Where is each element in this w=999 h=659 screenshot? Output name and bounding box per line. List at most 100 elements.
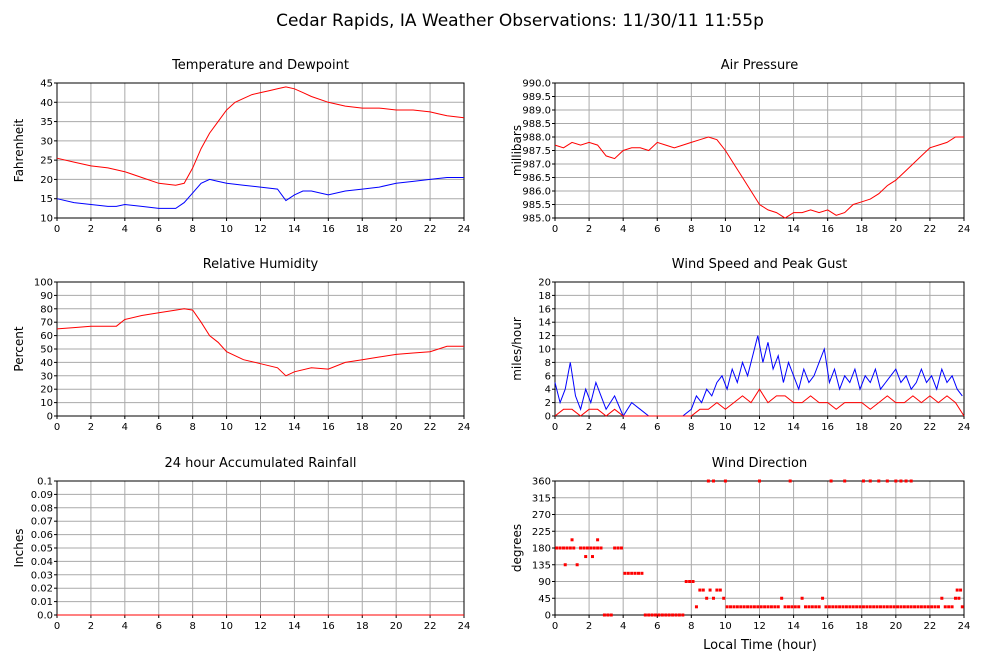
rain-ytick-label: 0.03: [31, 570, 53, 581]
humidity-title: Relative Humidity: [203, 257, 319, 272]
direction-ylabel: degrees: [510, 524, 524, 572]
direction-point: [599, 546, 603, 550]
temp-series-line-0: [56, 86, 465, 186]
direction-point: [722, 596, 726, 600]
direction-point: [814, 605, 818, 609]
direction-xtick-label: 8: [688, 621, 694, 632]
wind-xtick-label: 18: [855, 422, 868, 433]
direction-point: [654, 613, 658, 617]
chart-panels: Temperature and Dewpoint1015202530354045…: [12, 58, 970, 632]
direction-point: [732, 605, 736, 609]
temp-xtick-label: 16: [322, 224, 335, 235]
temp-ytick-label: 45: [40, 79, 53, 90]
direction-xtick-label: 24: [958, 621, 971, 632]
humidity-xtick-label: 22: [424, 422, 437, 433]
humidity-ytick-label: 80: [40, 304, 53, 315]
direction-point: [590, 555, 594, 559]
direction-point: [582, 546, 586, 550]
direction-xtick-label: 10: [719, 621, 732, 632]
humidity-xtick-label: 14: [288, 422, 301, 433]
direction-point: [848, 605, 852, 609]
humidity-ytick-label: 50: [40, 345, 53, 356]
direction-point: [592, 546, 596, 550]
wind-xtick-label: 8: [688, 422, 694, 433]
wind-ytick-label: 18: [538, 291, 551, 302]
rain-ytick-label: 0.1: [37, 477, 53, 488]
pressure-ytick-label: 990.0: [522, 79, 551, 90]
rain-xtick-label: 22: [424, 621, 437, 632]
direction-point: [558, 546, 562, 550]
rain-xtick-label: 6: [156, 621, 162, 632]
x-axis-label: Local Time (hour): [703, 638, 817, 653]
direction-point: [899, 605, 903, 609]
wind-xtick-label: 14: [787, 422, 800, 433]
pressure-ylabel: millibars: [510, 125, 524, 176]
rain-xtick-label: 2: [88, 621, 94, 632]
direction-point: [715, 588, 719, 592]
temp-ytick-label: 10: [40, 214, 53, 225]
rain-ytick-label: 0.09: [31, 490, 53, 501]
wind-xtick-label: 24: [958, 422, 971, 433]
humidity-ytick-label: 100: [34, 278, 53, 289]
direction-xtick-label: 16: [821, 621, 834, 632]
humidity-xtick-label: 10: [220, 422, 233, 433]
pressure-xtick-label: 18: [855, 224, 868, 235]
wind-ytick-label: 16: [538, 304, 551, 315]
wind-xtick-label: 0: [552, 422, 558, 433]
direction-point: [827, 605, 831, 609]
rain-ytick-label: 0.06: [31, 530, 53, 541]
direction-point: [904, 479, 908, 483]
direction-point: [838, 605, 842, 609]
direction-point: [555, 546, 559, 550]
pressure-xtick-label: 14: [787, 224, 800, 235]
direction-ytick-label: 225: [532, 527, 551, 538]
direction-xtick-label: 22: [924, 621, 937, 632]
pressure-xtick-label: 20: [889, 224, 902, 235]
direction-ytick-label: 270: [532, 510, 551, 521]
humidity-ylabel: Percent: [12, 326, 26, 371]
direction-point: [763, 605, 767, 609]
direction-point: [940, 596, 944, 600]
temp-xtick-label: 24: [458, 224, 471, 235]
direction-point: [694, 605, 698, 609]
direction-point: [955, 588, 959, 592]
temp-panel: Temperature and Dewpoint1015202530354045…: [12, 58, 470, 235]
wind-frame: [554, 281, 965, 417]
direction-point: [858, 605, 862, 609]
direction-point: [630, 571, 634, 575]
direction-point: [783, 605, 787, 609]
direction-point: [950, 605, 954, 609]
temp-xtick-label: 20: [390, 224, 403, 235]
pressure-ytick-label: 989.0: [522, 106, 551, 117]
direction-point: [959, 588, 963, 592]
humidity-series-line-0: [56, 308, 464, 377]
direction-point: [923, 605, 927, 609]
direction-point: [725, 605, 729, 609]
humidity-ytick-label: 20: [40, 385, 53, 396]
wind-ylabel: miles/hour: [510, 317, 524, 381]
temp-xtick-label: 0: [54, 224, 60, 235]
temp-ytick-label: 35: [40, 117, 53, 128]
humidity-xtick-label: 12: [254, 422, 267, 433]
wind-ytick-label: 6: [545, 371, 551, 382]
direction-point: [947, 605, 951, 609]
direction-point: [565, 546, 569, 550]
rain-title: 24 hour Accumulated Rainfall: [164, 456, 356, 471]
direction-point: [766, 605, 770, 609]
direction-point: [606, 613, 610, 617]
direction-point: [664, 613, 668, 617]
direction-point: [882, 605, 886, 609]
rain-ytick-label: 0.01: [31, 597, 53, 608]
humidity-xtick-label: 4: [122, 422, 128, 433]
pressure-ytick-label: 987.0: [522, 160, 551, 171]
direction-point: [896, 605, 900, 609]
humidity-xtick-label: 8: [189, 422, 195, 433]
direction-point: [875, 605, 879, 609]
direction-point: [650, 613, 654, 617]
direction-point: [637, 571, 641, 575]
direction-point: [894, 479, 898, 483]
rain-xtick-label: 0: [54, 621, 60, 632]
direction-point: [596, 546, 600, 550]
direction-point: [609, 613, 613, 617]
